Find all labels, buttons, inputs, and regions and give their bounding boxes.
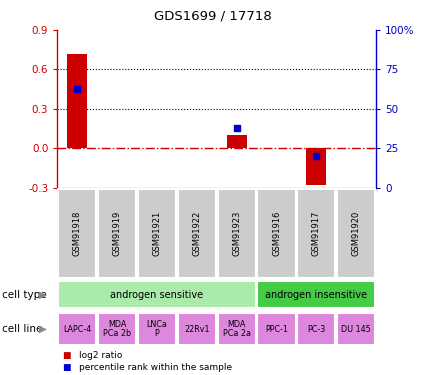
- Bar: [258, 313, 296, 345]
- Bar: [67, 54, 87, 148]
- Text: GSM91921: GSM91921: [153, 211, 162, 256]
- Text: androgen sensitive: androgen sensitive: [110, 290, 204, 300]
- Bar: [178, 189, 216, 278]
- Bar: [58, 281, 256, 308]
- Bar: [98, 189, 136, 278]
- Text: LNCa
P: LNCa P: [147, 320, 167, 338]
- Text: ▶: ▶: [39, 324, 46, 334]
- Bar: [227, 135, 246, 148]
- Text: GSM91922: GSM91922: [193, 211, 201, 256]
- Text: MDA
PCa 2a: MDA PCa 2a: [223, 320, 251, 338]
- Text: androgen insensitive: androgen insensitive: [265, 290, 368, 300]
- Text: ▶: ▶: [39, 290, 46, 300]
- Bar: [58, 313, 96, 345]
- Text: log2 ratio: log2 ratio: [79, 351, 122, 360]
- Text: ■: ■: [62, 351, 70, 360]
- Bar: [218, 313, 256, 345]
- Text: GSM91918: GSM91918: [73, 211, 82, 256]
- Text: DU 145: DU 145: [341, 324, 371, 334]
- Bar: [297, 313, 335, 345]
- Bar: [337, 313, 375, 345]
- Text: GSM91916: GSM91916: [272, 211, 281, 256]
- Bar: [178, 313, 216, 345]
- Bar: [138, 313, 176, 345]
- Text: PPC-1: PPC-1: [265, 324, 288, 334]
- Text: cell type: cell type: [2, 290, 47, 300]
- Text: percentile rank within the sample: percentile rank within the sample: [79, 363, 232, 372]
- Text: GDS1699 / 17718: GDS1699 / 17718: [153, 9, 272, 22]
- Bar: [218, 189, 256, 278]
- Text: LAPC-4: LAPC-4: [63, 324, 91, 334]
- Bar: [306, 148, 326, 185]
- Text: cell line: cell line: [2, 324, 42, 334]
- Text: MDA
PCa 2b: MDA PCa 2b: [103, 320, 131, 338]
- Text: GSM91919: GSM91919: [113, 211, 122, 256]
- Bar: [138, 189, 176, 278]
- Text: PC-3: PC-3: [307, 324, 326, 334]
- Text: GSM91923: GSM91923: [232, 211, 241, 256]
- Text: GSM91920: GSM91920: [352, 211, 361, 256]
- Text: GSM91917: GSM91917: [312, 211, 321, 256]
- Text: 22Rv1: 22Rv1: [184, 324, 210, 334]
- Bar: [258, 281, 375, 308]
- Bar: [337, 189, 375, 278]
- Bar: [258, 189, 296, 278]
- Text: ■: ■: [62, 363, 70, 372]
- Bar: [58, 189, 96, 278]
- Bar: [297, 189, 335, 278]
- Bar: [98, 313, 136, 345]
